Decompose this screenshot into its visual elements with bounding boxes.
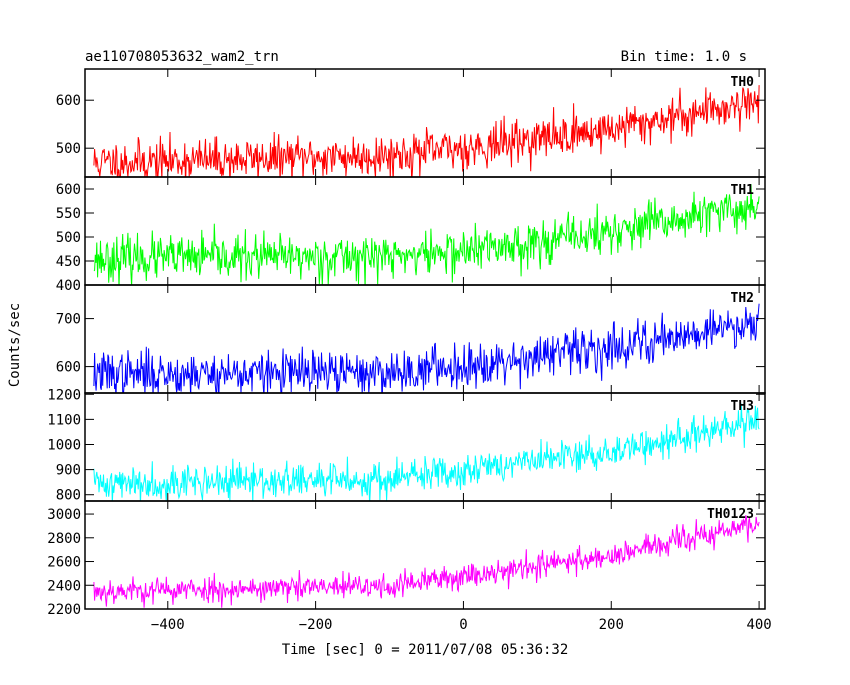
observation-id-title: ae110708053632_wam2_trn [85,49,279,65]
y-tick-label: 600 [56,360,81,376]
x-tick-label: −400 [151,617,185,633]
y-tick-label: 1000 [47,437,81,453]
y-tick-label: 500 [56,141,81,157]
series-line-th2 [93,303,760,393]
y-tick-label: 3000 [47,507,81,523]
panels-group: 500 600 TH0 400 450 500 550 600 TH1 600 700 TH2 800 9… [47,68,772,633]
panel-label-th1: TH1 [731,183,755,198]
y-tick-label: 500 [56,230,81,246]
panel-label-th0: TH0 [731,75,755,90]
y-tick-label: 450 [56,254,81,270]
y-tick-label: 2400 [47,578,81,594]
y-tick-label: 2600 [47,555,81,571]
x-tick-label: 0 [459,617,467,633]
y-tick-label: 900 [56,463,81,479]
y-tick-label: 800 [56,488,81,504]
y-tick-label: 2200 [47,602,81,618]
bin-time-label: Bin time: 1.0 s [621,49,747,65]
y-tick-label: 400 [56,278,81,294]
panel-label-th2: TH2 [731,291,754,306]
panel-frame [84,500,766,610]
x-tick-label: 400 [746,617,771,633]
panel-th0: 500 600 TH0 [56,68,766,178]
panel-th0123: 2200 2400 2600 2800 3000 TH0123 −400 −200 0 200 40… [47,500,772,633]
y-tick-label: 600 [56,182,81,198]
y-axis-title: Counts/sec [7,303,23,387]
x-axis-title: Time [sec] 0 = 2011/07/08 05:36:32 [282,642,569,658]
x-tick-label: −200 [299,617,333,633]
panel-label-th3: TH3 [731,399,754,414]
series-line-th0 [93,85,760,177]
series-line-th0123 [93,515,760,608]
panel-frame [84,176,766,286]
x-tick-label: 200 [599,617,624,633]
y-tick-label: 700 [56,312,81,328]
y-tick-label: 1100 [47,412,81,428]
series-line-th1 [93,184,760,285]
series-line-th3 [93,403,760,501]
y-tick-label: 600 [56,93,81,109]
y-tick-label: 1200 [47,387,81,403]
panel-label-th0123: TH0123 [707,507,754,522]
panel-th3: 800 900 1000 1100 1200 TH3 [47,387,766,504]
panel-th2: 600 700 TH2 [56,284,766,394]
y-tick-label: 2800 [47,531,81,547]
y-tick-label: 550 [56,206,81,222]
panel-th1: 400 450 500 550 600 TH1 [56,176,766,294]
